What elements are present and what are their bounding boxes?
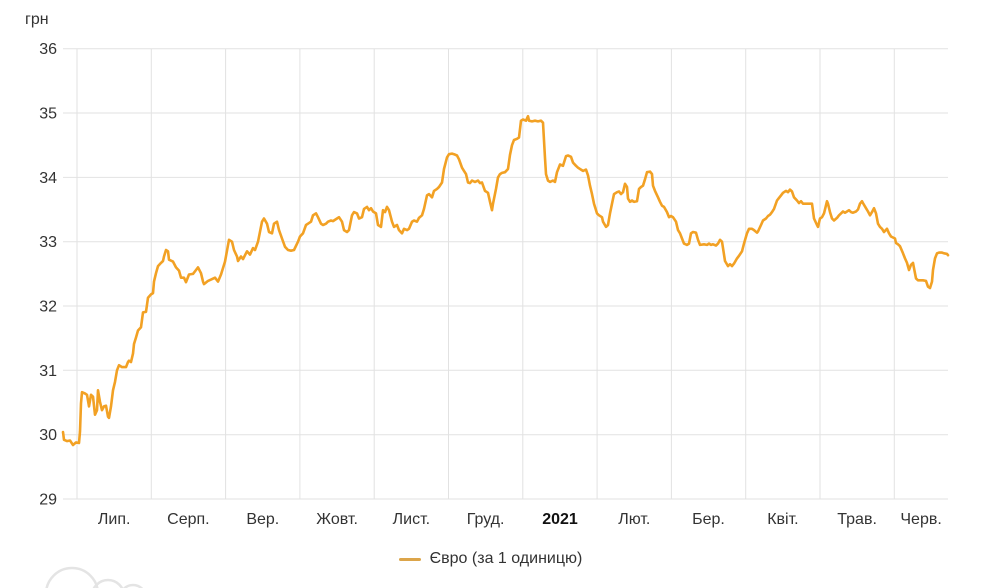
- grid-lines: [63, 48, 948, 500]
- y-tick-label: 30: [39, 427, 57, 444]
- legend-line-swatch: [398, 557, 421, 561]
- x-tick-label: Груд.: [467, 511, 505, 528]
- legend-label: Євро (за 1 одиницю): [429, 550, 583, 567]
- y-axis-tick-labels: 36 35 34 33 32 31 30 29: [39, 41, 57, 508]
- x-tick-label: Лют.: [618, 511, 650, 528]
- y-tick-label: 31: [39, 363, 57, 380]
- x-tick-label: Жовт.: [316, 511, 358, 528]
- x-tick-label: Квіт.: [767, 511, 798, 528]
- y-tick-label: 33: [39, 234, 57, 251]
- y-tick-label: 35: [39, 106, 57, 123]
- legend[interactable]: Євро (за 1 одиницю): [0, 550, 981, 568]
- x-axis-tick-labels: Лип. Серп. Вер. Жовт. Лист. Груд. 2021 Лют. Бер.…: [98, 511, 942, 528]
- y-axis-unit-label: грн: [25, 11, 49, 28]
- watermark-logo: [45, 566, 144, 588]
- x-tick-label: Серп.: [167, 511, 209, 528]
- x-tick-label: Вер.: [246, 511, 279, 528]
- y-tick-label: 36: [39, 41, 57, 58]
- x-tick-label: Черв.: [900, 511, 941, 528]
- y-tick-label: 32: [39, 299, 57, 316]
- x-tick-label: Бер.: [692, 511, 725, 528]
- y-tick-label: 29: [39, 492, 57, 509]
- x-tick-label: 2021: [542, 511, 578, 528]
- x-tick-label: Трав.: [837, 511, 877, 528]
- y-tick-label: 34: [39, 170, 57, 187]
- x-tick-label: Лип.: [98, 511, 131, 528]
- eur-rate-line[interactable]: [61, 114, 950, 447]
- x-tick-label: Лист.: [393, 511, 430, 528]
